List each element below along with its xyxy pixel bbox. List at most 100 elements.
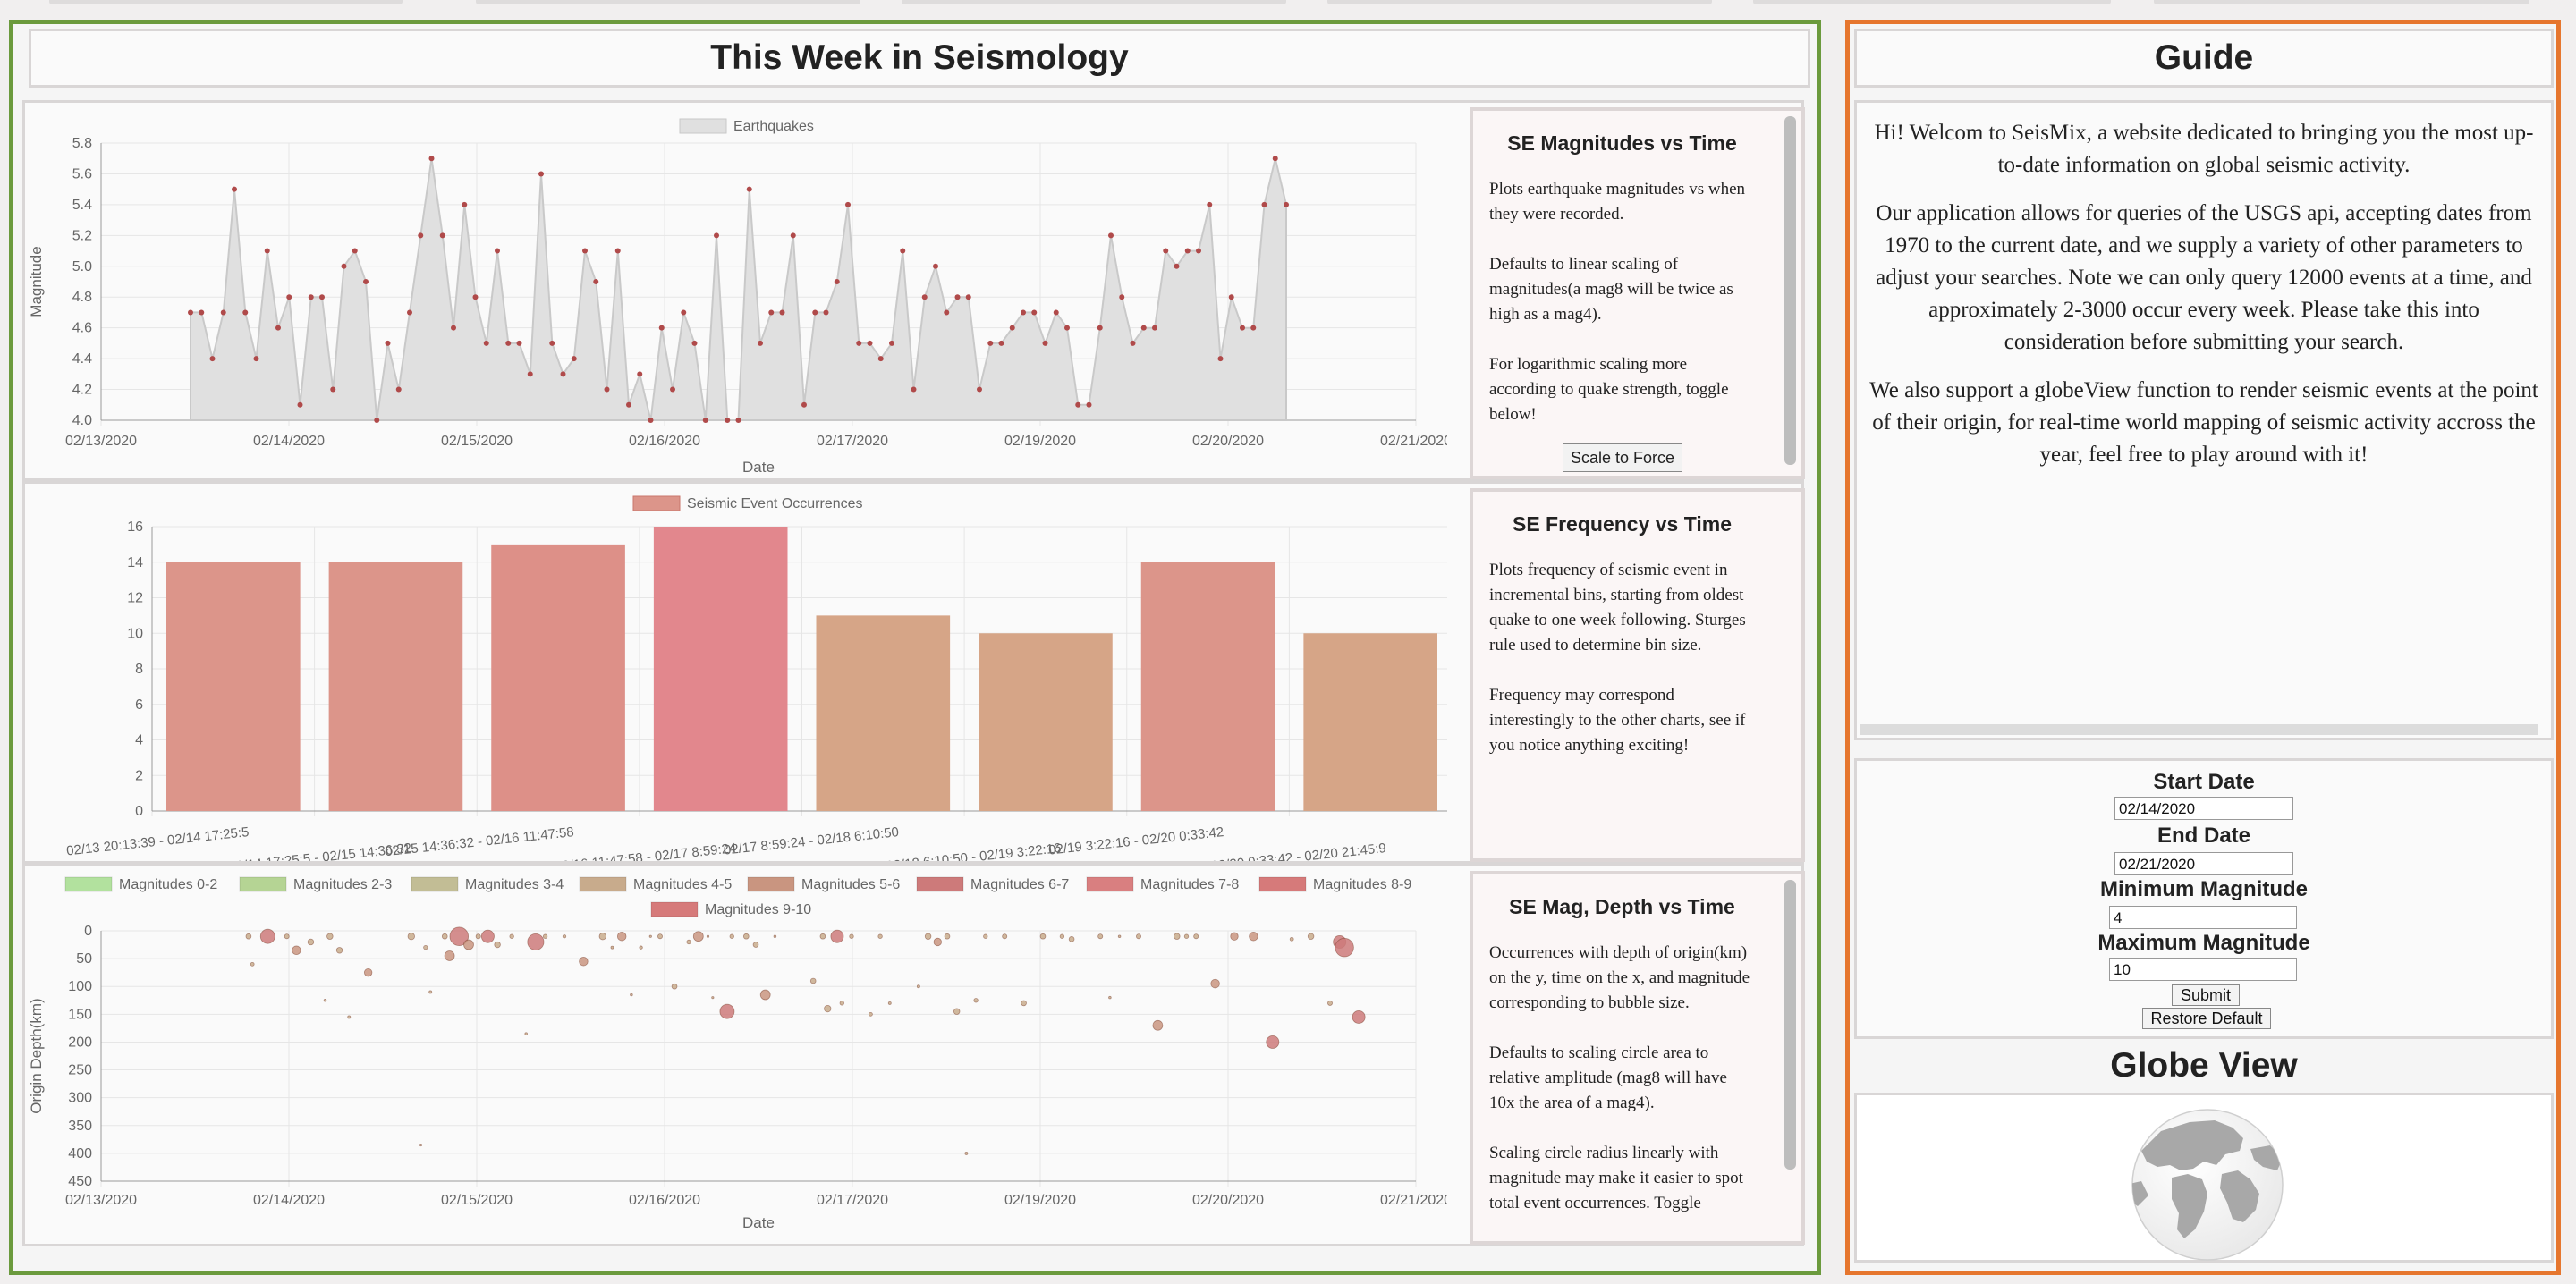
legend-label: Magnitudes 3-4 [465,877,564,892]
end-date-input[interactable]: 02/21/2020 [2114,852,2293,875]
x-tick-label: 02/19/2020 [1004,434,1076,449]
globe-view-title: Globe View [2110,1046,2298,1085]
data-bubble [1183,933,1190,939]
data-point [1261,201,1267,207]
data-point [385,340,391,346]
data-point [1119,294,1125,300]
x-tick-label: 02/21/2020 [1380,1193,1447,1208]
frequency-bar-chart[interactable]: Seismic Event Occurrences 16 14 12 10 8 6 4 2 0 02… [25,484,1447,861]
data-bubble [759,989,771,1001]
data-bubble [686,939,691,945]
x-tick-label: 02/17/2020 [817,434,888,449]
data-point [801,401,807,408]
scrollbar[interactable] [1784,880,1796,1170]
legend-swatch [239,876,287,892]
data-point [560,371,566,377]
y-tick-label: 300 [68,1091,92,1106]
data-point [900,248,906,254]
y-axis-label: Origin Depth(km) [28,998,45,1113]
data-point [1196,248,1201,254]
data-bubble [347,1015,352,1019]
data-point [571,356,577,362]
data-point [209,356,216,362]
data-bubble [1002,933,1008,940]
data-point [593,279,599,284]
frequency-chart-row: Seismic Event Occurrences 16 14 12 10 8 6 4 2 0 02… [22,481,1805,864]
x-tick-label: 02/20 0:33:42 - 02/20 21:45:9 [1210,841,1387,861]
x-tick-label: 02/21/2020 [1380,434,1447,449]
x-tick-label: 02/17 8:59:24 - 02/18 6:10:50 [723,824,900,857]
y-tick-label: 4.2 [72,383,92,398]
data-point [877,356,884,362]
data-point [253,356,259,362]
scale-to-force-button[interactable]: Scale to Force [1563,443,1683,472]
y-tick-label: 12 [127,591,143,606]
legend-swatch [64,876,113,892]
data-bubble [630,993,633,997]
data-bubble [849,933,854,939]
y-tick-label: 150 [68,1007,92,1022]
max-magnitude-input[interactable]: 10 [2109,958,2297,981]
data-bubble [924,933,932,940]
data-point [670,386,675,393]
min-magnitude-input[interactable]: 4 [2109,906,2297,929]
data-point [330,386,336,393]
description-title: SE Frequency vs Time [1512,512,1732,536]
data-bubble [639,945,643,950]
data-point [1031,309,1038,316]
x-tick-label: 02/19/2020 [1004,1193,1076,1208]
x-tick-label: 02/20/2020 [1192,1193,1264,1208]
data-point [921,294,928,300]
data-point [275,325,281,331]
x-tick-label: 02/19 3:22:16 - 02/20 0:33:42 [1047,824,1224,857]
x-tick-label: 02/14/2020 [253,1193,325,1208]
end-date-label: End Date [2157,824,2250,848]
legend-label: Magnitudes 8-9 [1313,877,1411,892]
data-point [242,309,249,316]
data-bubble [839,1001,844,1006]
data-point [516,340,522,346]
data-point [363,279,369,284]
data-bubble [671,983,678,990]
depth-bubble-chart-svg: Magnitudes 0-2 Magnitudes 2-3 Magnitudes 3… [28,876,1447,1231]
legend-swatch [916,876,964,892]
data-bubble [1097,933,1104,940]
data-bubble [648,934,652,938]
data-point [681,309,687,316]
data-bubble [292,945,301,956]
data-bubble [869,1011,873,1017]
description-title: SE Mag, Depth vs Time [1509,895,1735,918]
description-text: Frequency may correspond interestingly t… [1489,686,1746,755]
data-point [889,340,894,346]
data-point [856,340,862,346]
data-point [987,340,994,346]
x-tick-label: 02/15/2020 [441,1193,513,1208]
guide-paragraph: Our application allows for queries of th… [1876,201,2532,354]
submit-button[interactable]: Submit [2172,984,2240,1006]
y-tick-label: 250 [68,1063,92,1078]
y-tick-label: 350 [68,1119,92,1134]
depth-bubble-chart[interactable]: Magnitudes 0-2 Magnitudes 2-3 Magnitudes 3… [25,866,1447,1244]
start-date-input[interactable]: 02/14/2020 [2114,797,2293,820]
data-bubble [1117,934,1122,938]
data-bubble [259,928,275,944]
description-text: Occurrences with depth of origin(km) on … [1489,943,1750,1012]
x-tick-label: 02/14/2020 [253,434,325,449]
scrollbar[interactable] [1784,116,1796,465]
data-bubble [809,977,817,984]
restore-default-button[interactable]: Restore Default [2142,1008,2271,1029]
y-tick-label: 5.4 [72,198,92,213]
data-bubble [752,942,759,948]
guide-text-box[interactable]: Hi! Welcom to SeisMix, a website dedicat… [1854,100,2554,740]
data-point [319,294,325,300]
data-point [527,371,533,377]
horizontal-scrollbar[interactable] [1860,724,2538,735]
data-point [286,294,292,300]
data-point [1250,325,1257,331]
x-tick-label: 02/20/2020 [1192,434,1264,449]
magnitude-line-chart[interactable]: Earthquakes 5.8 5.6 5.4 5.2 5.0 4.8 4.6 4.4 4.2 4.… [25,103,1447,478]
data-point [965,294,971,300]
data-point [341,263,347,269]
globe-icon[interactable] [1857,1095,2556,1265]
globe-view-container[interactable] [1854,1093,2554,1263]
